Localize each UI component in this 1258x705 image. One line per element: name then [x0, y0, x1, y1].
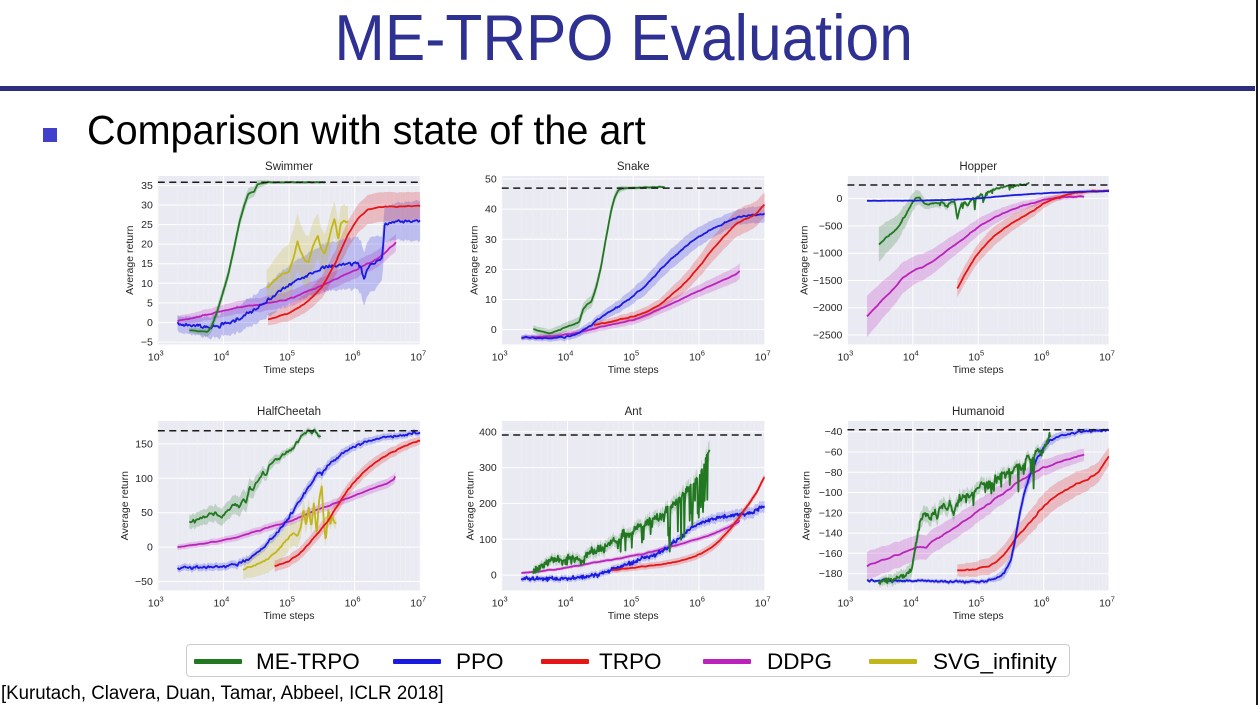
svg-text:20: 20 [485, 264, 497, 276]
svg-text:400: 400 [479, 426, 497, 438]
svg-text:−160: −160 [819, 548, 843, 560]
svg-text:10: 10 [141, 278, 153, 290]
svg-text:−80: −80 [825, 467, 843, 479]
svg-text:106: 106 [1034, 348, 1050, 363]
svg-text:−5: −5 [141, 337, 153, 349]
svg-text:106: 106 [1034, 594, 1050, 609]
svg-text:105: 105 [279, 348, 295, 363]
svg-text:Time steps: Time steps [264, 610, 315, 622]
svg-text:105: 105 [968, 594, 984, 609]
svg-text:0: 0 [491, 570, 497, 582]
svg-text:107: 107 [1099, 348, 1115, 363]
svg-text:104: 104 [213, 594, 229, 609]
svg-text:103: 103 [837, 348, 853, 363]
svg-text:300: 300 [479, 462, 497, 474]
svg-text:Time steps: Time steps [608, 610, 659, 622]
svg-text:−50: −50 [135, 576, 153, 588]
svg-text:105: 105 [623, 594, 639, 609]
svg-text:103: 103 [148, 348, 164, 363]
svg-text:107: 107 [410, 594, 426, 609]
svg-text:−100: −100 [819, 487, 843, 499]
svg-text:0: 0 [147, 317, 153, 329]
svg-text:Time steps: Time steps [953, 610, 1004, 622]
svg-text:30: 30 [141, 200, 153, 212]
svg-text:50: 50 [141, 507, 153, 519]
svg-text:−2500: −2500 [813, 330, 843, 342]
svg-text:106: 106 [345, 594, 361, 609]
svg-text:104: 104 [903, 348, 919, 363]
svg-text:103: 103 [492, 348, 508, 363]
svg-text:Humanoid: Humanoid [952, 406, 1004, 418]
svg-text:25: 25 [141, 219, 153, 231]
svg-text:40: 40 [485, 204, 497, 216]
svg-text:200: 200 [479, 498, 497, 510]
svg-text:100: 100 [135, 473, 153, 485]
svg-text:−60: −60 [825, 447, 843, 459]
svg-text:104: 104 [558, 348, 574, 363]
svg-text:−140: −140 [819, 528, 843, 540]
svg-text:−1500: −1500 [813, 275, 843, 287]
svg-text:−40: −40 [825, 426, 843, 438]
svg-text:−500: −500 [819, 220, 843, 232]
svg-text:103: 103 [837, 594, 853, 609]
svg-text:Time steps: Time steps [953, 364, 1004, 376]
svg-text:107: 107 [1099, 594, 1115, 609]
svg-text:Hopper: Hopper [959, 161, 997, 173]
svg-text:15: 15 [141, 258, 153, 270]
svg-text:Average return: Average return [124, 225, 136, 294]
svg-text:104: 104 [213, 348, 229, 363]
svg-text:107: 107 [755, 594, 771, 609]
svg-text:Time steps: Time steps [264, 364, 315, 376]
svg-text:Average return: Average return [800, 471, 812, 540]
svg-text:106: 106 [345, 348, 361, 363]
svg-text:104: 104 [558, 594, 574, 609]
svg-text:−2000: −2000 [813, 302, 843, 314]
svg-text:HalfCheetah: HalfCheetah [257, 406, 321, 418]
svg-text:Swimmer: Swimmer [265, 161, 313, 173]
svg-text:50: 50 [485, 174, 497, 186]
svg-text:Average return: Average return [119, 471, 131, 540]
svg-text:−120: −120 [819, 507, 843, 519]
svg-text:105: 105 [623, 348, 639, 363]
svg-text:105: 105 [279, 594, 295, 609]
svg-text:0: 0 [837, 193, 843, 205]
svg-text:5: 5 [147, 297, 153, 309]
svg-text:100: 100 [479, 534, 497, 546]
svg-text:Average return: Average return [798, 225, 810, 294]
svg-text:−1000: −1000 [813, 248, 843, 260]
svg-text:Average return: Average return [469, 225, 481, 294]
svg-text:104: 104 [903, 594, 919, 609]
svg-text:Average return: Average return [465, 471, 477, 540]
svg-text:105: 105 [968, 348, 984, 363]
svg-text:30: 30 [485, 234, 497, 246]
svg-text:35: 35 [141, 180, 153, 192]
svg-text:Snake: Snake [617, 161, 650, 173]
svg-text:Ant: Ant [625, 406, 643, 418]
svg-text:0: 0 [491, 324, 497, 336]
svg-text:150: 150 [135, 438, 153, 450]
svg-text:107: 107 [755, 348, 771, 363]
svg-text:0: 0 [147, 542, 153, 554]
svg-text:10: 10 [485, 294, 497, 306]
svg-text:107: 107 [410, 348, 426, 363]
svg-text:−180: −180 [819, 568, 843, 580]
svg-text:103: 103 [148, 594, 164, 609]
svg-text:106: 106 [689, 348, 705, 363]
svg-text:20: 20 [141, 239, 153, 251]
svg-text:Time steps: Time steps [608, 364, 659, 376]
svg-text:106: 106 [689, 594, 705, 609]
svg-text:103: 103 [492, 594, 508, 609]
